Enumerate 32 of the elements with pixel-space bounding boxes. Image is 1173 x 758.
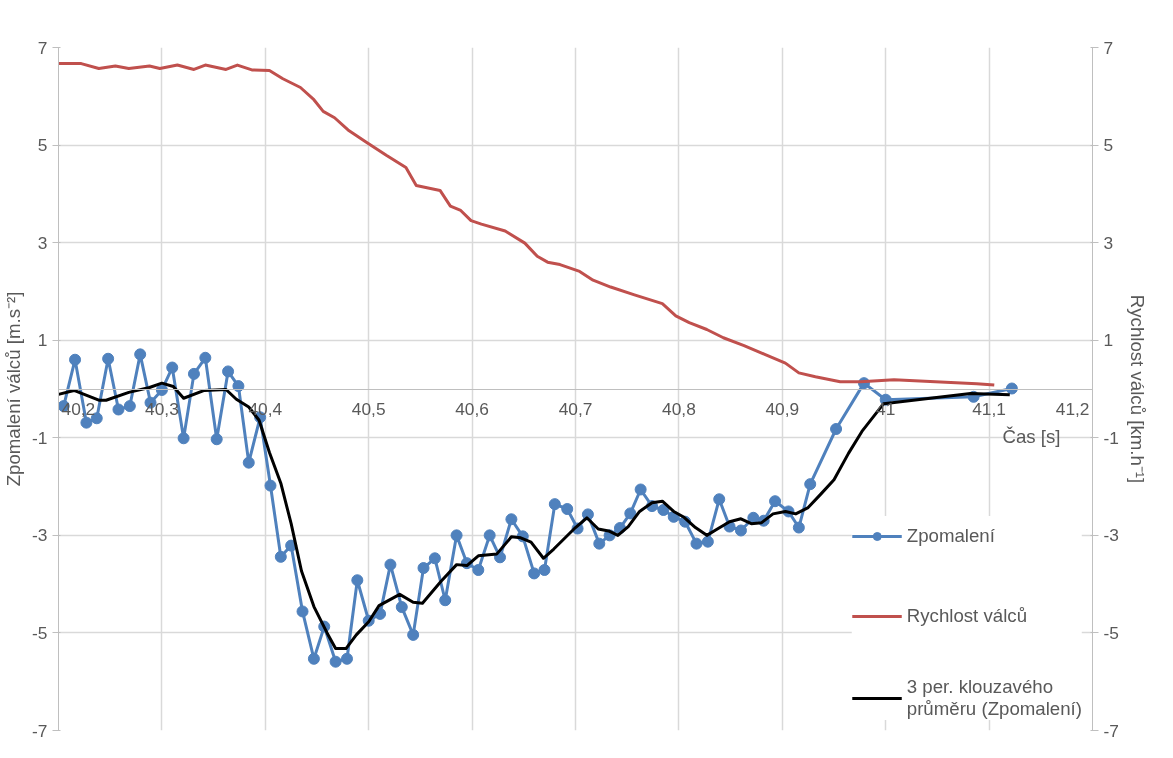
line-series (58, 62, 996, 387)
y-tick-label: -5 (32, 622, 48, 643)
legend-label: 3 per. klouzavého průměru (Zpomalení) (906, 676, 1082, 720)
y-tick-label: 1 (37, 330, 48, 351)
y2-tick-label: 1 (1103, 330, 1114, 351)
x-tick-label: 41,1 (972, 399, 1006, 419)
x-tick-label: 40,8 (662, 399, 696, 419)
y2-tick-label: -3 (1103, 525, 1119, 546)
x-tick-label: 40,9 (765, 399, 800, 419)
x-tick-label: 40,5 (351, 399, 386, 419)
y2-tick-label: -7 (1103, 720, 1119, 741)
x-tick-label: 41,2 (1055, 399, 1090, 419)
x-tick-label: 40,4 (248, 399, 283, 419)
y-axis-title: Zpomalení válců [m.s⁻²] (3, 291, 25, 487)
legend-label: Zpomalení (906, 524, 995, 548)
y2-tick-label: -5 (1103, 622, 1119, 643)
legend-label: Rychlost válců (906, 604, 1028, 628)
x-tick-label: 40,3 (145, 399, 179, 419)
y-tick-label: -7 (32, 720, 48, 741)
y-tick-label: -3 (32, 525, 48, 546)
y2-tick-label: 3 (1103, 232, 1114, 253)
y2-axis-title: Rychlost válců [km.h⁻¹] (1126, 294, 1148, 484)
y-tick-label: -1 (32, 427, 48, 448)
y-tick-label: 7 (37, 37, 48, 58)
y2-tick-label: 7 (1103, 37, 1114, 58)
x-tick-label: 40,7 (558, 399, 593, 419)
x-axis-title: Čas [s] (1002, 426, 1061, 447)
y2-tick-label: -1 (1103, 427, 1119, 448)
y-tick-label: 5 (37, 135, 48, 156)
x-tick-label: 40,6 (455, 399, 489, 419)
y2-tick-label: 5 (1103, 135, 1114, 156)
y-tick-label: 3 (37, 232, 48, 253)
